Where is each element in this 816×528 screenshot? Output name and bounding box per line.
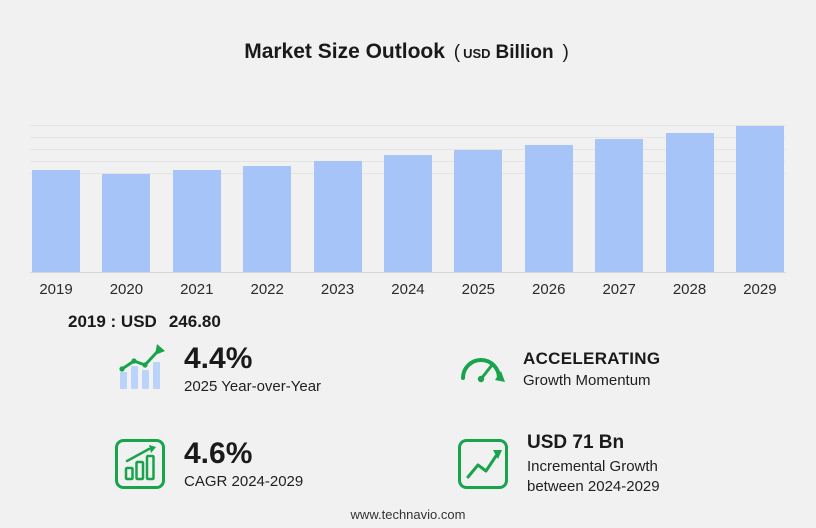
x-tick-label: 2019 [39,281,73,298]
bar-2024 [383,155,432,272]
x-tick-label: 2027 [602,281,636,298]
stat-cagr: 4.6% CAGR 2024-2029 [58,432,408,496]
gridline [30,137,786,138]
gridline [30,149,786,150]
x-axis: 2019 2020 2021 2022 2023 2024 2025 2026 2027 2028… [30,281,786,298]
chart-annotation: 2019 : USD 246.80 [68,312,221,332]
x-tick-label: 2025 [461,281,496,298]
annotation-label: 2019 : USD [68,312,157,331]
stat-momentum-text: ACCELERATING Growth Momentum [523,349,660,389]
stat-cagr-value: 4.6% [184,437,253,471]
x-tick-label: 2021 [180,281,214,298]
stat-incremental-text: USD 71 Bn Incremental Growth between 202… [527,432,712,496]
x-tick-label: 2023 [320,281,355,298]
bar-2025 [454,150,503,272]
stat-incremental-value: USD 71 Bn [527,432,625,453]
x-tick-label: 2022 [250,281,284,298]
x-tick-label: 2024 [391,281,425,298]
bar-2023 [313,161,362,272]
x-tick-label: 2028 [672,281,707,298]
title-paren-close: ) [562,42,569,63]
bar-2029 [735,126,784,272]
title-unit-small: USD [463,46,491,61]
stats-grid: 4.4% 2025 Year-over-Year ACCELERATING Gr… [58,342,770,496]
line-growth-box-icon [458,439,508,489]
title-unit-big: Billion [495,42,554,63]
market-size-bar-chart: 2019 2020 2021 2022 2023 2024 2025 2026 2027 2028… [30,118,786,298]
stat-cagr-text: 4.6% CAGR 2024-2029 [184,438,303,490]
bar-2020 [102,174,151,272]
bar-2028 [665,133,714,272]
stat-cagr-label: CAGR 2024-2029 [184,472,304,490]
page-title: Market Size Outlook (USD Billion ) [0,40,816,64]
annotation-value: 246.80 [168,312,221,331]
stat-momentum-label: Growth Momentum [523,372,651,389]
stat-incremental: USD 71 Bn Incremental Growth between 202… [408,432,770,496]
title-paren-open: ( [453,42,461,63]
stat-yoy-label: 2025 Year-over-Year [184,377,322,395]
gridline [30,125,786,126]
bar-2026 [524,145,573,272]
gauge-icon [461,358,505,383]
cagr-chart-box-icon [115,439,165,489]
x-tick-label: 2026 [532,281,566,298]
bar-2021 [172,170,221,272]
bar-2022 [243,166,292,272]
footer-url: www.technavio.com [350,507,466,522]
x-tick-label: 2020 [109,281,144,298]
stat-momentum: ACCELERATING Growth Momentum [408,342,770,396]
stat-yoy-value: 4.4% [184,342,253,376]
x-tick-label: 2029 [743,281,777,298]
bar-plot [30,118,786,273]
yoy-bars-trend-icon [119,344,165,389]
stat-yoy-text: 4.4% 2025 Year-over-Year [184,343,321,395]
bar-2019 [32,170,80,272]
bar-2027 [595,139,644,272]
title-main: Market Size Outlook [244,40,445,63]
footer: www.technavio.com [0,507,816,522]
stat-incremental-label: Incremental Growth between 2024-2029 [527,458,660,495]
stat-yoy: 4.4% 2025 Year-over-Year [58,342,408,396]
stat-momentum-value: ACCELERATING [523,349,661,368]
